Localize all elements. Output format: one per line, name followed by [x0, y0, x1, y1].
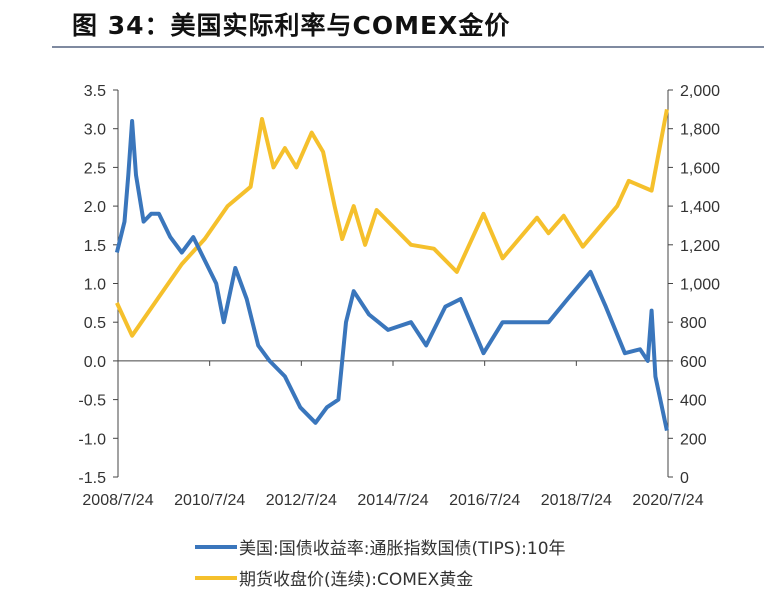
right-tick-label: 1,400: [680, 199, 720, 216]
x-tick-label: 2012/7/24: [266, 492, 337, 509]
left-tick-label: 3.0: [84, 122, 106, 139]
left-tick-label: -1.5: [78, 470, 106, 487]
chart-title: 图 34：美国实际利率与COMEX金价: [72, 11, 511, 40]
x-tick-label: 2016/7/24: [449, 492, 520, 509]
x-tick-label: 2020/7/24: [632, 492, 703, 509]
legend-item-gold: 期货收盘价(连续):COMEX黄金: [195, 565, 473, 590]
title-divider: [52, 46, 764, 48]
left-tick-label: 0.0: [84, 354, 106, 371]
x-tick-label: 2014/7/24: [357, 492, 428, 509]
x-tick-label: 2008/7/24: [82, 492, 153, 509]
legend-swatch-blue: [195, 544, 237, 549]
left-tick-label: 2.5: [84, 160, 106, 177]
right-tick-label: 200: [680, 431, 707, 448]
right-tick-label: 1,800: [680, 122, 720, 139]
legend-label: 期货收盘价(连续):COMEX黄金: [239, 570, 474, 590]
left-tick-label: 1.5: [84, 238, 106, 255]
legend-item-tips: 美国:国债收益率:通胀指数国债(TIPS):10年: [195, 534, 566, 559]
left-tick-label: 0.5: [84, 315, 106, 332]
series-gold-line: [115, 109, 669, 338]
right-tick-label: 600: [680, 354, 707, 371]
left-tick-label: 1.0: [84, 277, 106, 294]
x-tick-label: 2010/7/24: [174, 492, 245, 509]
legend-swatch-yellow: [195, 575, 237, 580]
x-tick-label: 2018/7/24: [541, 492, 612, 509]
right-tick-label: 800: [680, 315, 707, 332]
right-tick-label: 1,600: [680, 160, 720, 177]
series-tips-line: [114, 119, 669, 432]
legend-label: 美国:国债收益率:通胀指数国债(TIPS):10年: [239, 539, 566, 559]
left-tick-label: -1.0: [78, 431, 106, 448]
left-tick-label: -0.5: [78, 393, 106, 410]
right-tick-label: 1,200: [680, 238, 720, 255]
right-tick-label: 0: [680, 470, 689, 487]
right-tick-label: 400: [680, 393, 707, 410]
left-tick-label: 2.0: [84, 199, 106, 216]
right-tick-label: 2,000: [680, 83, 720, 100]
right-tick-label: 1,000: [680, 277, 720, 294]
left-tick-label: 3.5: [84, 83, 106, 100]
